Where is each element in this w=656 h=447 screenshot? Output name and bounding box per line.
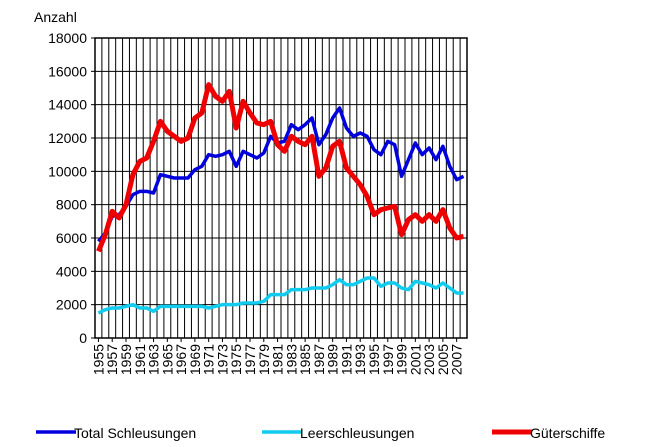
x-tick-label: 1963 [146,344,162,375]
x-tick-label: 1969 [187,344,203,375]
x-tick-label: 1997 [380,344,396,375]
x-tick-label: 1967 [173,344,189,375]
series-line [97,276,464,315]
series-line [97,106,465,243]
y-tick-label: 18000 [48,30,87,46]
x-tick-label: 1961 [132,344,148,375]
x-tick-label: 1977 [242,344,258,375]
y-tick-label: 6000 [56,230,87,246]
y-tick-label: 10000 [48,163,87,179]
y-axis-label: Anzahl [34,9,77,25]
x-tick-label: 1991 [338,344,354,375]
x-tick-label: 1983 [283,344,299,375]
x-tick-label: 2003 [421,344,437,375]
x-tick-label: 1975 [228,344,244,375]
y-tick-label: 14000 [48,97,87,113]
x-tick-label: 1959 [118,344,134,375]
plot-border [94,37,468,339]
y-tick-label: 0 [79,330,87,346]
y-tick-label: 2000 [56,297,87,313]
y-tick-label: 16000 [48,63,87,79]
x-tick-label: 1973 [214,344,230,375]
x-tick-label: 1979 [256,344,272,375]
x-tick-label: 1999 [394,344,410,375]
x-tick-label: 1989 [325,344,341,375]
x-tick-label: 1987 [311,344,327,375]
x-tick-label: 1955 [90,344,106,375]
x-tick-label: 1995 [366,344,382,375]
x-tick-label: 1971 [201,344,217,375]
series-line [96,82,465,253]
y-tick-label: 8000 [56,197,87,213]
x-tick-label: 1993 [352,344,368,375]
legend-label: Güterschiffe [530,425,605,441]
legend-label: Leerschleusungen [300,425,414,441]
y-tick-label: 4000 [56,263,87,279]
x-tick-label: 1981 [270,344,286,375]
x-tick-label: 2001 [407,344,423,375]
legend-label: Total Schleusungen [74,425,196,441]
x-tick-label: 2005 [435,344,451,375]
x-tick-label: 1965 [159,344,175,375]
x-tick-label: 2007 [449,344,465,375]
y-tick-label: 12000 [48,130,87,146]
x-tick-label: 1985 [297,344,313,375]
x-tick-label: 1957 [104,344,120,375]
